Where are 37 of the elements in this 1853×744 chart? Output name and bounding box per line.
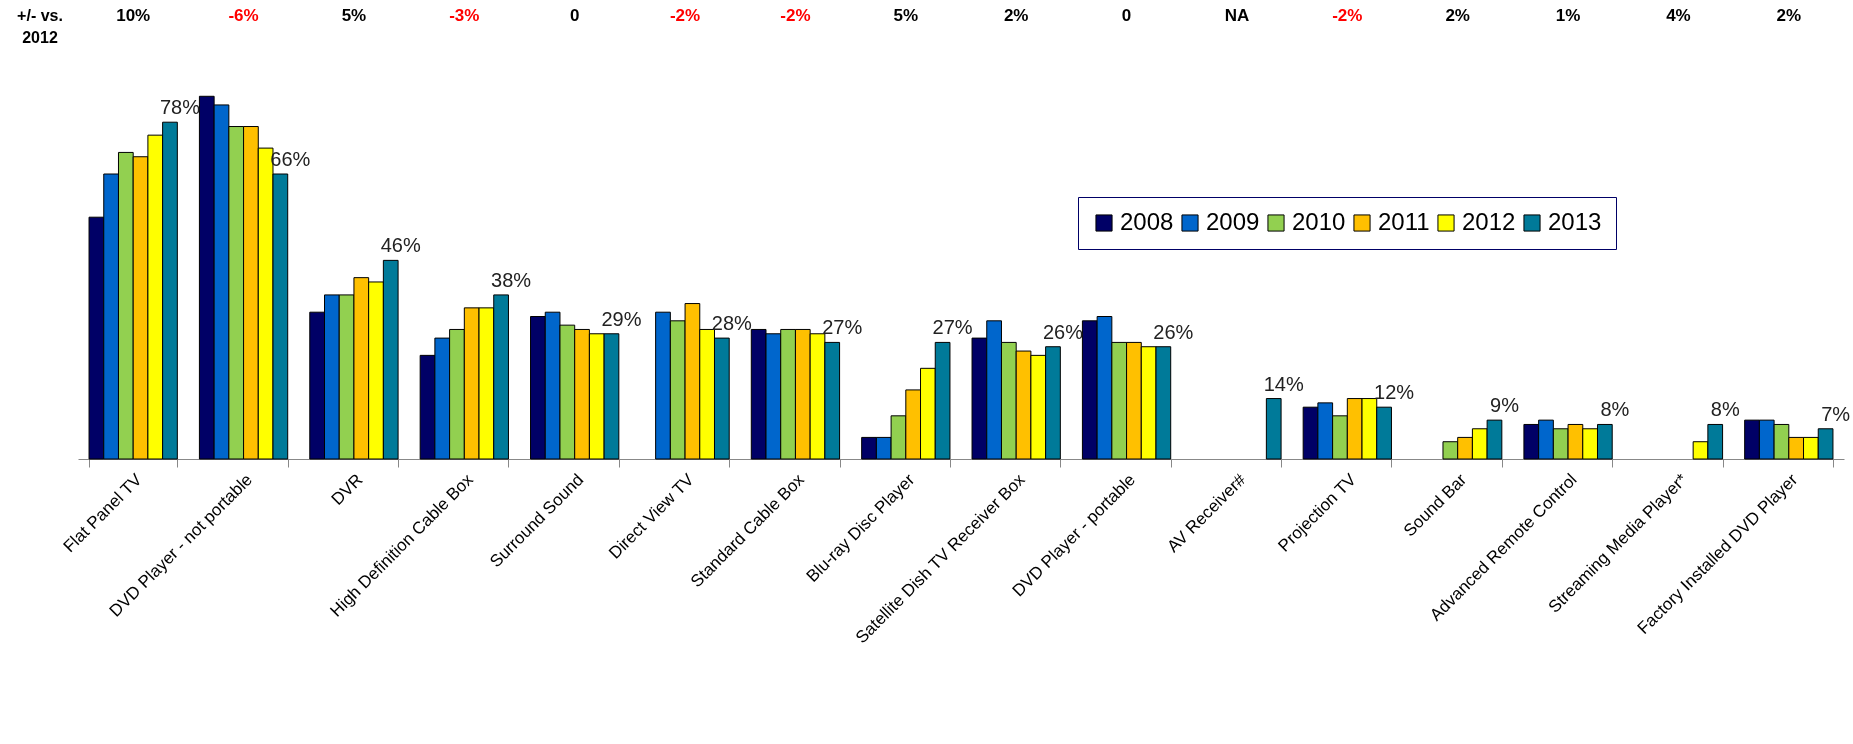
data-label: 27% (822, 316, 863, 339)
data-label: 28% (711, 312, 753, 335)
text: 2% (1003, 6, 1029, 25)
data-label: 8% (1600, 398, 1630, 421)
text: 0 (1121, 6, 1132, 25)
text: 1% (1555, 6, 1581, 25)
data-label: 9% (1490, 394, 1520, 417)
legend-label: 2013 (1548, 208, 1602, 235)
data-label: 27% (932, 316, 973, 339)
legend-label: 2009 (1206, 208, 1260, 235)
text: -2% (1332, 6, 1363, 25)
text: -2% (669, 6, 701, 25)
legend-label: 2011 (1378, 208, 1430, 235)
text: NA (1224, 6, 1250, 25)
text: -3% (449, 6, 480, 25)
text: +/- vs. 2012 (17, 7, 63, 46)
legend-label: 2012 (1462, 208, 1516, 235)
data-label: 29% (601, 307, 642, 330)
data-label: 46% (380, 234, 421, 257)
text: -6% (228, 6, 259, 25)
text: 10% (116, 6, 151, 25)
text: 5% (893, 6, 919, 25)
data-label: 7% (1821, 402, 1851, 425)
bar (1265, 398, 1282, 460)
data-label: 26% (1153, 320, 1194, 343)
text: 5% (341, 6, 367, 25)
data-label: 14% (1263, 372, 1304, 395)
data-label: 8% (1710, 398, 1740, 421)
text: 2% (1445, 6, 1470, 25)
legend-label: 2008 (1120, 208, 1174, 235)
data-label: 12% (1374, 381, 1415, 404)
legend-label: 2010 (1292, 208, 1346, 235)
data-label: 38% (491, 268, 532, 291)
text: 2% (1776, 6, 1802, 25)
text: 4% (1666, 6, 1691, 25)
text: -2% (780, 6, 811, 25)
text: 0 (569, 6, 580, 25)
